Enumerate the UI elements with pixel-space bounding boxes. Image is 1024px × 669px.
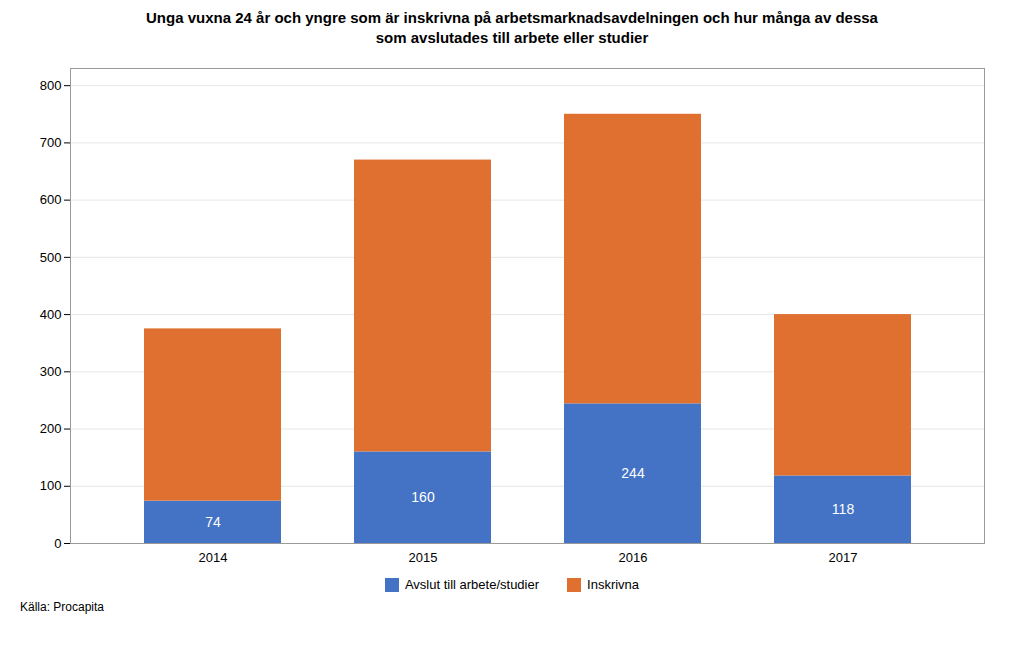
svg-text:160: 160 <box>411 489 435 505</box>
svg-text:600: 600 <box>40 192 62 207</box>
html-text:Unga vuxna 24 år och yngre som: Unga vuxna 24 år och yngre som är inskri… <box>146 9 878 46</box>
svg-text:118: 118 <box>832 501 855 517</box>
html-text:Avslut till arbete/studier: Avslut till arbete/studier <box>404 577 540 592</box>
svg-text:2017: 2017 <box>829 550 858 565</box>
svg-text:2015: 2015 <box>409 550 438 565</box>
svg-text:700: 700 <box>40 135 62 150</box>
svg-text:500: 500 <box>40 250 62 265</box>
svg-text:100: 100 <box>40 478 62 493</box>
html-text:Inskrivna: Inskrivna <box>587 577 640 592</box>
svg-text:0: 0 <box>54 536 61 551</box>
svg-text:244: 244 <box>621 465 645 481</box>
svg-text:400: 400 <box>40 307 62 322</box>
svg-text:2014: 2014 <box>199 550 228 565</box>
svg-text:2016: 2016 <box>619 550 648 565</box>
svg-text:300: 300 <box>40 364 62 379</box>
html-text:Källa: Procapita: Källa: Procapita <box>20 600 104 614</box>
svg-text:800: 800 <box>40 78 62 93</box>
svg-text:200: 200 <box>40 421 62 436</box>
svg-text:74: 74 <box>205 514 221 530</box>
